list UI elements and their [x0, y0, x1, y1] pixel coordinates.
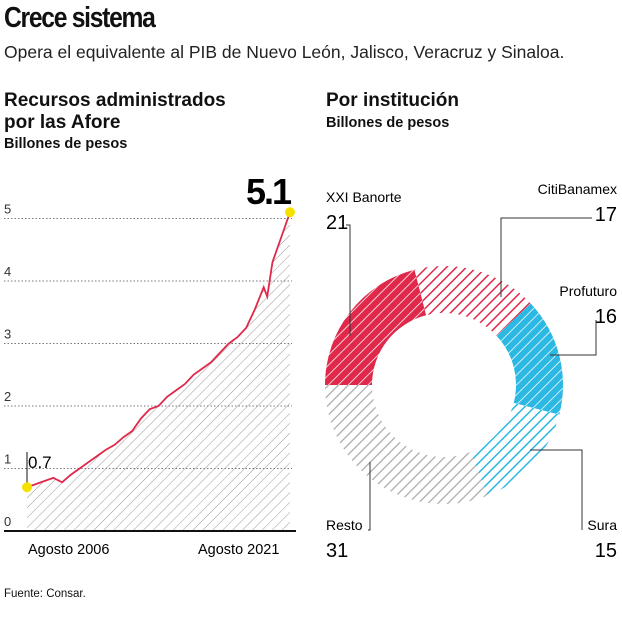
donut-slice — [414, 266, 531, 336]
slice-label: CitiBanamex — [538, 181, 617, 197]
leader-line — [530, 449, 583, 530]
line-chart-title: Recursos administrados por las Afore — [4, 90, 226, 134]
area-fill — [27, 212, 290, 531]
donut-slice — [470, 402, 560, 496]
line-title-2: por las Afore — [4, 112, 121, 133]
source-note: Fuente: Consar. — [4, 588, 86, 600]
leader-line — [368, 462, 371, 531]
donut-title: Por institución — [326, 90, 459, 111]
y-tick-label: 5 — [4, 202, 11, 217]
start-point-marker — [22, 482, 32, 493]
donut-slice — [496, 303, 564, 415]
series-line — [26, 211, 291, 489]
leader-line — [550, 320, 597, 356]
slice-label: Profuturo — [559, 283, 617, 299]
slice-label: XXI Banorte — [326, 189, 402, 205]
line-units: Billones de pesos — [4, 136, 128, 152]
slice-label: Sura — [587, 517, 617, 533]
donut-slice — [325, 385, 488, 505]
y-tick-label: 2 — [4, 389, 11, 404]
line-chart: 0 1 2 3 4 5 Agosto 2006 Agosto 2021 0.7 5.1 — [4, 171, 296, 558]
slice-value: 31 — [326, 540, 348, 562]
donut-units: Billones de pesos — [326, 115, 450, 131]
slice-label: Resto — [326, 517, 363, 533]
line-title-1: Recursos administrados — [4, 90, 226, 111]
leader-line — [500, 217, 592, 297]
slice-value: 16 — [595, 306, 617, 328]
y-tick-label: 4 — [4, 264, 11, 279]
annotation-end-value: 5.1 — [246, 171, 292, 212]
subtitle: Opera el equivalente al PIB de Nuevo Leó… — [4, 42, 565, 62]
y-tick-label: 1 — [4, 452, 11, 467]
y-tick-label: 0 — [4, 514, 11, 529]
y-tick-label: 3 — [4, 327, 11, 342]
donut-chart: XXI Banorte 21 CitiBanamex 17 Profuturo 16 Sur… — [325, 181, 617, 562]
slice-value: 21 — [326, 212, 348, 234]
leader-line — [346, 224, 351, 336]
slice-value: 15 — [595, 540, 617, 562]
x-tick-label: Agosto 2006 — [28, 542, 109, 558]
annotation-start-value: 0.7 — [28, 453, 52, 472]
donut-slice — [325, 269, 427, 385]
page-title: Crece sistema — [4, 2, 156, 34]
x-tick-label: Agosto 2021 — [198, 542, 279, 558]
slice-value: 17 — [595, 204, 617, 226]
end-point-marker — [285, 207, 295, 218]
